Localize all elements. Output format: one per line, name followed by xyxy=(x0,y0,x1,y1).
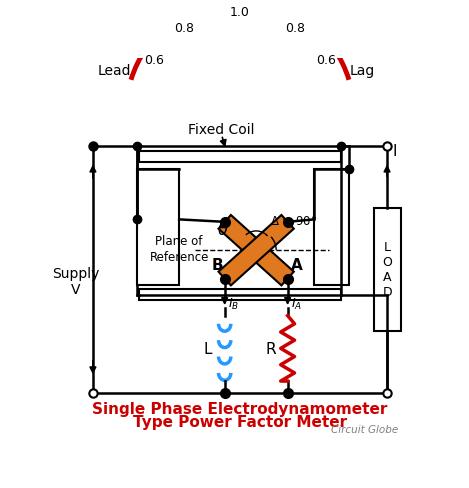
Bar xyxy=(139,152,341,163)
Text: 0.8: 0.8 xyxy=(174,22,195,35)
Text: $\Delta$ = 90°: $\Delta$ = 90° xyxy=(270,215,317,228)
Bar xyxy=(314,170,348,285)
Text: B: B xyxy=(211,258,223,273)
Text: Supply: Supply xyxy=(52,267,99,281)
Text: 0.6: 0.6 xyxy=(144,54,164,67)
Text: Circuit Globe: Circuit Globe xyxy=(331,424,399,434)
Bar xyxy=(137,170,179,285)
Text: I: I xyxy=(393,143,397,158)
Bar xyxy=(374,208,401,331)
Text: $I_A$: $I_A$ xyxy=(291,296,302,311)
Text: R: R xyxy=(265,341,276,356)
Text: 0.8: 0.8 xyxy=(285,22,305,35)
Text: Type Power Factor Meter: Type Power Factor Meter xyxy=(133,414,347,429)
Polygon shape xyxy=(219,216,294,286)
Text: V: V xyxy=(71,282,81,296)
Text: $I_B$: $I_B$ xyxy=(228,296,239,311)
Polygon shape xyxy=(219,216,294,286)
Text: L
O
A
D: L O A D xyxy=(383,241,393,299)
Text: Single Phase Electrodynamometer: Single Phase Electrodynamometer xyxy=(92,402,388,416)
Text: Lag: Lag xyxy=(349,64,374,78)
Text: L: L xyxy=(204,341,212,356)
Text: 1.0: 1.0 xyxy=(230,6,250,19)
Text: A: A xyxy=(291,258,303,273)
Text: 0.6: 0.6 xyxy=(316,54,336,67)
Text: Lead: Lead xyxy=(98,64,131,78)
Bar xyxy=(139,290,341,301)
Text: θ: θ xyxy=(218,220,228,238)
Text: Plane of
Reference: Plane of Reference xyxy=(150,235,209,264)
Text: Fixed Coil: Fixed Coil xyxy=(188,123,255,137)
